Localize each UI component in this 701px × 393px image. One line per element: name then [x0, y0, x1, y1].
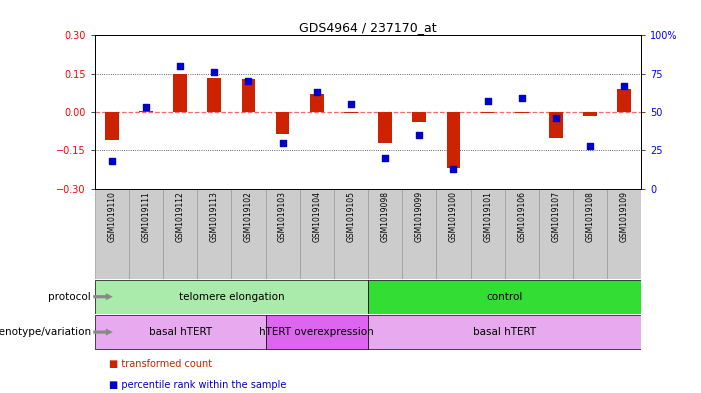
Text: GSM1019103: GSM1019103: [278, 191, 287, 242]
Text: ■ transformed count: ■ transformed count: [109, 358, 212, 369]
Bar: [436, 189, 470, 279]
Point: [209, 69, 220, 75]
Text: GSM1019104: GSM1019104: [312, 191, 321, 242]
Bar: [573, 189, 607, 279]
Bar: [481, 112, 494, 113]
Bar: [334, 189, 368, 279]
Bar: [368, 315, 641, 349]
Bar: [539, 189, 573, 279]
Bar: [505, 189, 539, 279]
Text: GSM1019098: GSM1019098: [381, 191, 390, 242]
Text: protocol: protocol: [48, 292, 91, 302]
Point: [311, 89, 322, 95]
Bar: [242, 79, 255, 112]
Bar: [266, 315, 368, 349]
Title: GDS4964 / 237170_at: GDS4964 / 237170_at: [299, 21, 437, 34]
Text: GSM1019102: GSM1019102: [244, 191, 253, 242]
Text: control: control: [486, 292, 523, 302]
Bar: [129, 189, 163, 279]
Bar: [368, 280, 641, 314]
Point: [243, 78, 254, 84]
Bar: [447, 112, 461, 168]
Bar: [197, 189, 231, 279]
Text: GSM1019112: GSM1019112: [175, 191, 184, 242]
Bar: [310, 94, 324, 112]
Bar: [549, 112, 563, 138]
Bar: [470, 189, 505, 279]
Text: GSM1019100: GSM1019100: [449, 191, 458, 242]
Point: [619, 83, 630, 89]
Point: [448, 165, 459, 172]
Text: GSM1019108: GSM1019108: [585, 191, 594, 242]
Text: GSM1019113: GSM1019113: [210, 191, 219, 242]
Bar: [379, 112, 392, 143]
Bar: [95, 280, 368, 314]
Text: hTERT overexpression: hTERT overexpression: [259, 327, 374, 337]
Text: GSM1019105: GSM1019105: [346, 191, 355, 242]
Point: [277, 140, 288, 146]
Bar: [173, 73, 187, 112]
Point: [140, 104, 151, 110]
Text: basal hTERT: basal hTERT: [149, 327, 212, 337]
Text: basal hTERT: basal hTERT: [473, 327, 536, 337]
Bar: [515, 112, 529, 113]
Bar: [402, 189, 436, 279]
Bar: [207, 77, 221, 112]
Point: [346, 101, 357, 107]
Text: GSM1019110: GSM1019110: [107, 191, 116, 242]
Bar: [275, 112, 290, 134]
Bar: [607, 189, 641, 279]
Point: [414, 132, 425, 138]
Text: GSM1019109: GSM1019109: [620, 191, 629, 242]
Text: GSM1019107: GSM1019107: [552, 191, 561, 242]
Text: GSM1019099: GSM1019099: [415, 191, 424, 242]
Text: genotype/variation: genotype/variation: [0, 327, 91, 337]
Bar: [139, 111, 153, 112]
Point: [175, 63, 186, 69]
Point: [516, 95, 527, 101]
Point: [379, 155, 390, 161]
Point: [550, 115, 562, 121]
Text: GSM1019106: GSM1019106: [517, 191, 526, 242]
Bar: [95, 189, 129, 279]
Bar: [583, 112, 597, 116]
Bar: [231, 189, 266, 279]
Point: [482, 98, 494, 105]
Point: [585, 143, 596, 149]
Bar: [618, 89, 631, 112]
Bar: [412, 112, 426, 122]
Bar: [266, 189, 300, 279]
Text: GSM1019101: GSM1019101: [483, 191, 492, 242]
Bar: [300, 189, 334, 279]
Point: [106, 158, 117, 164]
Bar: [105, 112, 118, 140]
Text: ■ percentile rank within the sample: ■ percentile rank within the sample: [109, 380, 286, 390]
Bar: [95, 315, 266, 349]
Text: GSM1019111: GSM1019111: [142, 191, 151, 242]
Bar: [344, 112, 358, 113]
Text: telomere elongation: telomere elongation: [179, 292, 284, 302]
Bar: [163, 189, 197, 279]
Bar: [368, 189, 402, 279]
